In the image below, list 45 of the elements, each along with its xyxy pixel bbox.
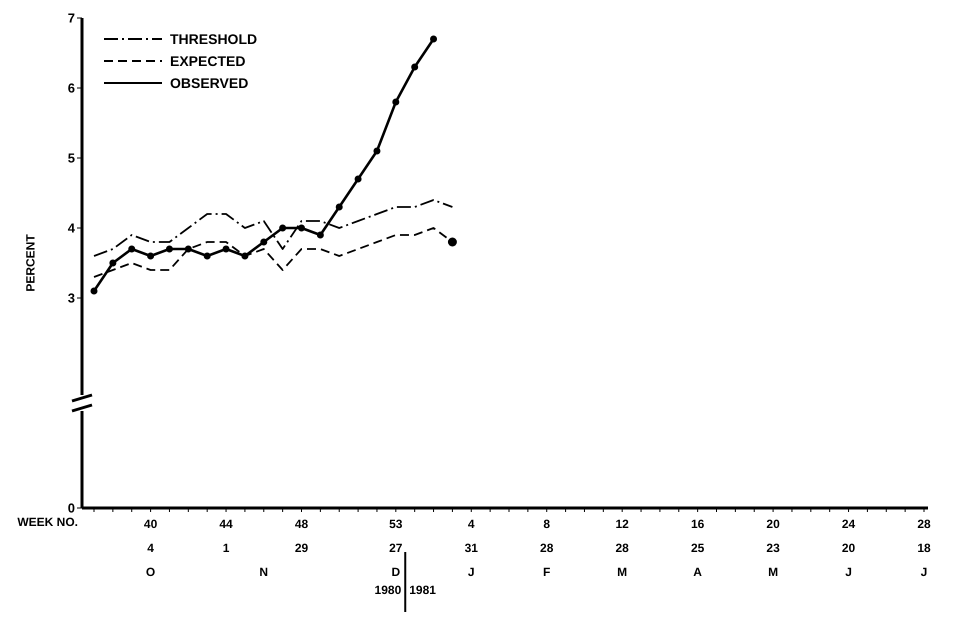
point (109, 260, 116, 266)
x-tick-label: 44 1 (219, 517, 234, 555)
point (430, 36, 438, 42)
x-tick-label: 12 28 M (616, 517, 630, 579)
y-tick-label: 3 (68, 290, 75, 306)
x-tick-label: 24 20 J (842, 517, 856, 579)
point (316, 232, 324, 238)
point (166, 246, 173, 252)
point (90, 288, 98, 294)
point (128, 246, 136, 252)
point (336, 204, 343, 210)
x-tick-label: 28 18 J (917, 517, 931, 579)
point (260, 238, 268, 246)
point (204, 252, 211, 260)
y-tick-label: 0 (68, 500, 75, 516)
point (411, 64, 418, 70)
legend-label: EXPECTED (170, 53, 246, 69)
point (373, 148, 380, 154)
x-tick-label: N (259, 565, 268, 579)
x-tick-label: 4 31 J (464, 517, 478, 579)
point (298, 224, 305, 232)
x-tick-label: 53 27 D (389, 517, 403, 579)
x-axis-title: WEEK NO. (17, 515, 78, 529)
y-tick-label: 6 (68, 80, 75, 96)
text: 1980 (374, 583, 402, 597)
point (279, 224, 286, 232)
legend-label: THRESHOLD (170, 31, 258, 47)
x-tick-label: 8 28 F (540, 517, 554, 579)
legend-label: OBSERVED (170, 75, 248, 91)
point (448, 238, 457, 246)
point (354, 176, 362, 182)
point (392, 98, 400, 106)
point (184, 246, 192, 252)
x-tick-label: 40 4 O (144, 517, 158, 579)
point (241, 252, 248, 260)
x-tick-label: 20 23 M (766, 517, 780, 579)
x-tick-label: 16 25 A (690, 517, 705, 579)
y-axis-title: PERCENT (23, 234, 38, 292)
y-tick-label: 5 (68, 150, 75, 166)
text: 1981 (409, 583, 436, 597)
point (222, 246, 230, 252)
point (147, 252, 154, 260)
y-tick-label: 7 (68, 10, 75, 26)
y-tick-label: 4 (68, 220, 76, 236)
x-tick-label: 48 29 (294, 517, 308, 555)
